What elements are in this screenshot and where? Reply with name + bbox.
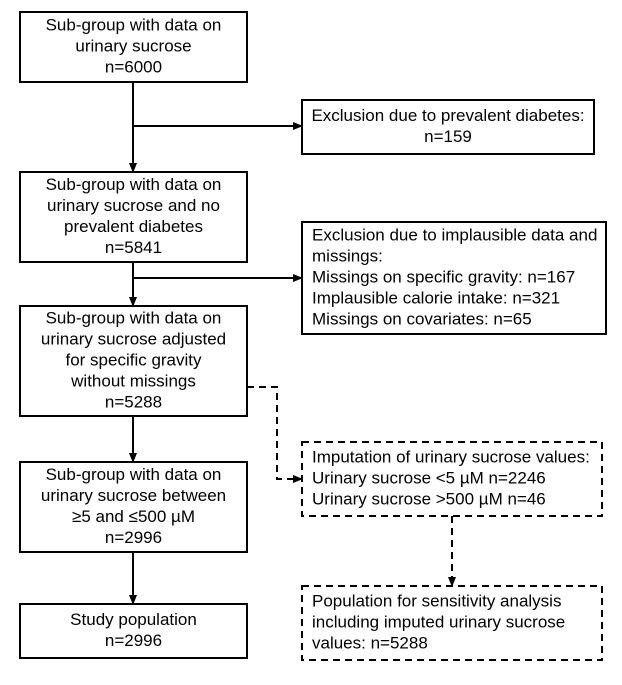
box-e2-line-2: Missings on specific gravity: n=167: [312, 268, 575, 287]
box-b3-line-4: n=5288: [105, 393, 162, 412]
box-e1-line-0: Exclusion due to prevalent diabetes:: [311, 106, 584, 125]
box-b5-line-0: Study population: [70, 610, 197, 629]
box-b3-line-3: without missings: [70, 372, 196, 391]
box-b5-line-1: n=2996: [105, 631, 162, 650]
box-e2-line-1: missings:: [312, 247, 383, 266]
box-i1-line-0: Imputation of urinary sucrose values:: [312, 448, 590, 467]
box-b4-line-2: ≥5 and ≤500 µM: [72, 507, 195, 526]
box-e1-line-1: n=159: [424, 127, 472, 146]
box-b2-line-3: n=5841: [105, 238, 162, 257]
box-b4-line-0: Sub-group with data on: [46, 465, 222, 484]
box-b3-line-2: for specific gravity: [65, 351, 202, 370]
box-b3-line-1: urinary sucrose adjusted: [41, 330, 226, 349]
box-i1-line-2: Urinary sucrose >500 µM n=46: [312, 490, 546, 509]
box-b1-line-1: urinary sucrose: [75, 37, 191, 56]
box-i1-line-1: Urinary sucrose <5 µM n=2246: [312, 469, 546, 488]
box-b1-line-0: Sub-group with data on: [46, 16, 222, 35]
arrow-a_b3_i1: [247, 387, 302, 479]
box-b2-line-2: prevalent diabetes: [64, 217, 203, 236]
box-b2-line-0: Sub-group with data on: [46, 175, 222, 194]
box-i2-line-0: Population for sensitivity analysis: [312, 592, 561, 611]
box-e2-line-4: Missings on covariates: n=65: [312, 310, 532, 329]
box-b4-line-1: urinary sucrose between: [41, 486, 226, 505]
box-e2-line-3: Implausible calorie intake: n=321: [312, 289, 560, 308]
box-b3-line-0: Sub-group with data on: [46, 309, 222, 328]
box-b2-line-1: urinary sucrose and no: [47, 196, 220, 215]
box-e2-line-0: Exclusion due to implausible data and: [312, 226, 597, 245]
box-b1-line-2: n=6000: [105, 58, 162, 77]
box-i2-line-2: values: n=5288: [312, 634, 428, 653]
box-i2-line-1: including imputed urinary sucrose: [312, 613, 565, 632]
box-b4-line-3: n=2996: [105, 528, 162, 547]
